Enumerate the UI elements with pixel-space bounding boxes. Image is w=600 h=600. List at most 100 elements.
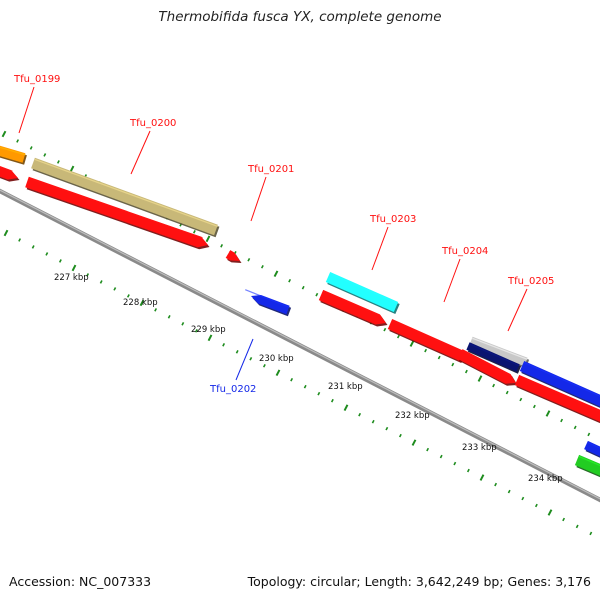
inner-scale-tick xyxy=(58,259,62,263)
outer-scale-tick xyxy=(437,355,441,360)
kbp-label: 231 kbp xyxy=(328,382,363,392)
inner-scale-tick xyxy=(275,369,281,377)
feature-tfu0201-red-highlight xyxy=(229,250,235,256)
inner-scale-tick xyxy=(589,531,593,536)
inner-scale-tick xyxy=(290,377,294,382)
outer-scale-tick xyxy=(220,244,224,248)
gene-label-leader xyxy=(130,130,151,175)
gene-label[interactable]: Tfu_0201 xyxy=(247,164,294,175)
outer-scale-tick xyxy=(424,348,428,353)
inner-scale-tick xyxy=(479,474,485,481)
outer-scale-tick xyxy=(205,235,211,243)
feature-blue-edge xyxy=(584,440,600,457)
inner-scale-tick xyxy=(222,343,226,347)
inner-scale-tick xyxy=(547,509,553,516)
gene-label-leader xyxy=(250,176,267,222)
outer-scale-tick xyxy=(409,340,415,347)
map-title: Thermobifida fusca YX, complete genome xyxy=(158,9,442,25)
outer-scale-tick xyxy=(273,270,279,278)
outer-scale-tick xyxy=(301,285,305,290)
outer-scale-tick xyxy=(56,160,60,164)
inner-scale-tick xyxy=(249,356,253,361)
inner-scale-tick xyxy=(45,252,49,256)
inner-scale-tick xyxy=(126,294,130,298)
gene-label-leader xyxy=(507,288,528,332)
inner-scale-tick xyxy=(3,229,9,237)
inner-scale-tick xyxy=(453,461,457,466)
feature-tfu0199-orange xyxy=(0,145,26,163)
inner-scale-tick xyxy=(113,287,117,291)
gene-label[interactable]: Tfu_0205 xyxy=(507,276,554,287)
gene-label-leader xyxy=(371,226,389,271)
kbp-label: 229 kbp xyxy=(191,325,226,335)
feature-tfu0200-khaki xyxy=(31,157,218,236)
inner-scale-tick xyxy=(86,273,90,277)
outer-scale-tick xyxy=(573,425,577,430)
feature-red-right xyxy=(514,374,600,422)
outer-scale-tick xyxy=(29,146,33,150)
outer-scale-tick xyxy=(492,383,496,388)
outer-scale-tick xyxy=(69,165,75,173)
kbp-label: 228 kbp xyxy=(123,298,158,308)
feature-tfu0201-red xyxy=(225,250,240,261)
outer-scale-tick xyxy=(505,390,509,395)
gene-label-leader xyxy=(235,338,254,381)
feature-tfu0205-gray-highlight xyxy=(472,337,528,360)
gene-label[interactable]: Tfu_0202 xyxy=(209,384,256,395)
inner-scale-tick xyxy=(207,334,213,342)
inner-scale-tick xyxy=(18,238,22,242)
outer-scale-tick xyxy=(545,410,551,417)
outer-scale-tick xyxy=(247,257,251,262)
inner-scale-tick xyxy=(303,384,307,389)
inner-scale-tick xyxy=(330,398,334,403)
kbp-label: 234 kbp xyxy=(528,474,563,484)
inner-scale-tick xyxy=(562,517,566,522)
inner-scale-tick xyxy=(398,433,402,438)
genome-summary-text: Topology: circular; Length: 3,642,249 bp… xyxy=(247,574,591,589)
feature-tfu0202-blue xyxy=(251,295,290,315)
kbp-label: 232 kbp xyxy=(395,411,430,421)
feature-tfu0204-red-highlight xyxy=(391,319,465,353)
gene-label[interactable]: Tfu_0199 xyxy=(13,74,60,85)
inner-scale-tick xyxy=(194,329,198,333)
inner-scale-tick xyxy=(99,280,103,284)
feature-green-edge xyxy=(574,454,600,476)
inner-scale-tick xyxy=(139,299,145,307)
gene-label[interactable]: Tfu_0203 xyxy=(369,214,416,225)
gene-label[interactable]: Tfu_0200 xyxy=(129,118,176,129)
genome-backbone-highlight xyxy=(0,189,600,500)
inner-scale-tick xyxy=(385,426,389,431)
inner-scale-tick xyxy=(575,524,579,529)
outer-scale-tick xyxy=(396,334,400,339)
inner-scale-tick xyxy=(235,349,239,354)
genome-backbone xyxy=(0,188,600,503)
gene-label-leader xyxy=(18,86,35,134)
inner-scale-tick xyxy=(521,496,525,501)
outer-scale-tick xyxy=(477,375,483,382)
feature-red-right-highlight xyxy=(518,375,600,413)
inner-scale-tick xyxy=(371,419,375,424)
outer-scale-tick xyxy=(1,130,7,138)
inner-scale-tick xyxy=(31,245,35,249)
feature-tfu0199-red-highlight xyxy=(0,166,13,172)
feature-tfu0203-cyan-highlight xyxy=(329,272,399,304)
inner-scale-tick xyxy=(71,264,77,272)
feature-tfu0203-red-highlight xyxy=(322,290,381,317)
inner-scale-tick xyxy=(317,391,321,396)
outer-scale-tick xyxy=(288,278,292,283)
inner-scale-tick xyxy=(507,489,511,494)
inner-scale-tick xyxy=(466,468,470,473)
feature-tfu0199-orange-highlight xyxy=(0,146,26,156)
outer-scale-tick xyxy=(315,292,319,297)
outer-scale-tick xyxy=(464,369,468,374)
inner-scale-tick xyxy=(411,439,417,446)
outer-scale-tick xyxy=(16,139,20,143)
inner-scale-tick xyxy=(154,308,158,312)
inner-scale-tick xyxy=(343,404,349,411)
gene-label[interactable]: Tfu_0204 xyxy=(441,246,488,257)
outer-scale-tick xyxy=(519,397,523,402)
feature-tfu0200-khaki-highlight xyxy=(34,158,219,228)
outer-scale-tick xyxy=(192,230,196,234)
feature-tfu0205-red xyxy=(457,349,516,384)
kbp-label: 233 kbp xyxy=(462,443,497,453)
